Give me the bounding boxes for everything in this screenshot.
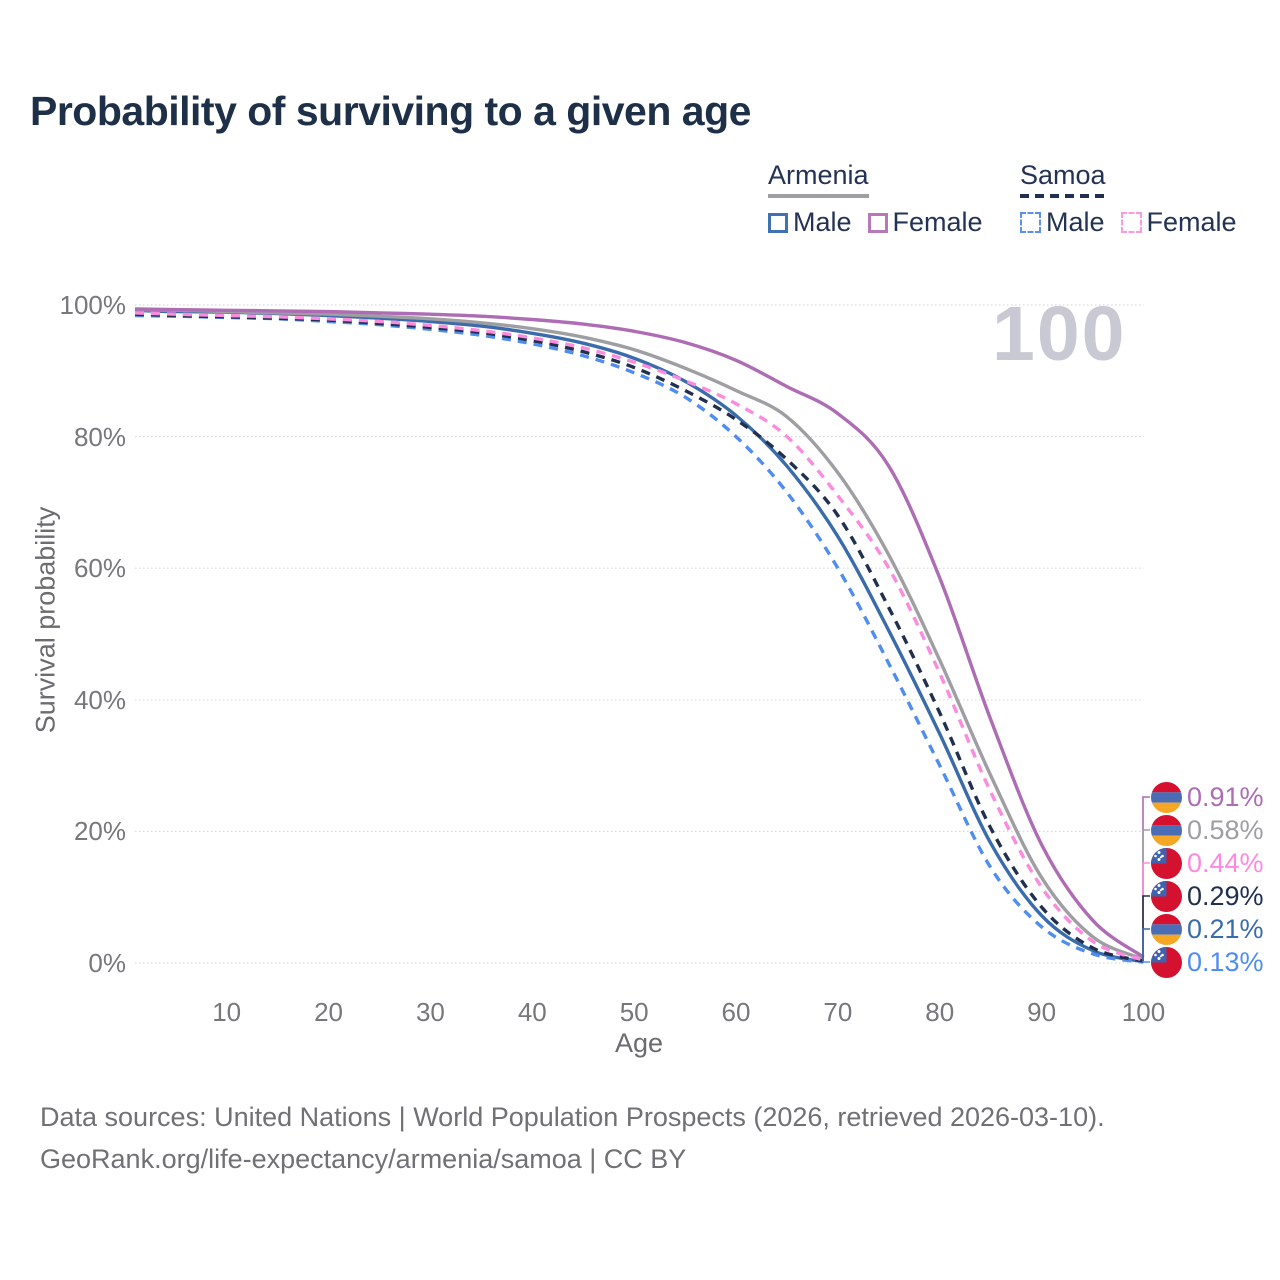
samoa-flag-icon: [1151, 946, 1182, 978]
legend-item-armenia-male[interactable]: Male: [768, 207, 852, 238]
legend-label-armenia-female: Female: [892, 207, 983, 237]
legend-label-samoa-female: Female: [1146, 207, 1237, 237]
armenia-flag-icon: [1151, 781, 1182, 813]
y-tick-label-100: 100%: [59, 290, 127, 320]
end-label-samoa-male: 0.13%: [1151, 946, 1264, 978]
legend-group-armenia: Armenia Male Female: [768, 160, 983, 238]
legend-solid-line-sample: [768, 194, 869, 198]
footer: Data sources: United Nations | World Pop…: [40, 1096, 1105, 1180]
end-label-value: 0.58%: [1187, 814, 1264, 845]
end-label-connector-armenia-both: [1142, 829, 1150, 960]
x-tick-label-20: 20: [314, 997, 343, 1027]
legend-header-armenia[interactable]: Armenia: [768, 160, 869, 198]
end-label-samoa-both: 0.29%: [1151, 880, 1264, 912]
curve-samoa-male[interactable]: [134, 313, 1144, 964]
curve-armenia-both[interactable]: [134, 307, 1145, 961]
legend-item-samoa-male[interactable]: Male: [1020, 207, 1105, 238]
x-tick-label-60: 60: [721, 997, 751, 1027]
end-label-value: 0.44%: [1187, 847, 1264, 878]
legend-swatch-samoa-male: [1020, 212, 1041, 233]
samoa-flag-icon: [1151, 847, 1182, 879]
legend-swatch-armenia-male: [768, 212, 788, 233]
armenia-flag-icon: [1151, 814, 1182, 846]
end-label-samoa-female: 0.44%: [1151, 847, 1264, 879]
footer-source-line: Data sources: United Nations | World Pop…: [40, 1102, 1105, 1132]
legend-label-armenia-male: Male: [793, 207, 852, 237]
legend-dashed-line-sample: [1020, 194, 1106, 198]
footer-link-line[interactable]: GeoRank.org/life-expectancy/armenia/samo…: [40, 1144, 687, 1174]
end-label-connector-samoa-female: [1142, 862, 1150, 961]
end-label-value: 0.91%: [1187, 781, 1264, 812]
legend-label-samoa-male: Male: [1046, 207, 1105, 237]
end-label-armenia-both: 0.58%: [1151, 814, 1264, 846]
y-tick-label-0: 0%: [88, 948, 126, 978]
x-tick-label-50: 50: [619, 997, 649, 1027]
legend-row-samoa: Male Female: [1020, 207, 1237, 238]
legend-item-armenia-female[interactable]: Female: [867, 207, 983, 238]
x-tick-label-100: 100: [1121, 997, 1166, 1027]
end-label-armenia-male: 0.21%: [1151, 913, 1264, 945]
y-tick-label-40: 40%: [73, 684, 126, 715]
x-tick-label-10: 10: [212, 997, 242, 1027]
x-axis-title: Age: [614, 1028, 664, 1058]
curve-samoa-both[interactable]: [134, 312, 1144, 963]
armenia-flag-icon: [1151, 913, 1182, 945]
legend-header-samoa[interactable]: Samoa: [1020, 160, 1106, 198]
legend-group-samoa: Samoa Male Female: [1020, 160, 1237, 238]
y-tick-label-80: 80%: [73, 421, 126, 452]
end-label-value: 0.21%: [1187, 913, 1264, 944]
end-label-connector-armenia-female: [1142, 796, 1150, 957]
end-label-value: 0.29%: [1187, 880, 1264, 911]
curve-armenia-male[interactable]: [134, 308, 1144, 964]
legend-swatch-samoa-female: [1120, 212, 1142, 233]
end-label-value: 0.13%: [1187, 946, 1264, 977]
legend-header-samoa-label: Samoa: [1020, 160, 1106, 190]
x-tick-label-80: 80: [925, 997, 955, 1027]
page-title: Probability of surviving to a given age: [30, 88, 751, 134]
end-label-connector-armenia-male: [1142, 928, 1150, 962]
x-tick-label-30: 30: [415, 997, 445, 1027]
legend-item-samoa-female[interactable]: Female: [1120, 207, 1237, 238]
curve-armenia-female[interactable]: [134, 307, 1145, 959]
y-tick-label-20: 20%: [73, 816, 126, 847]
x-tick-label-70: 70: [823, 997, 853, 1027]
samoa-flag-icon: [1151, 880, 1182, 912]
curve-samoa-female[interactable]: [134, 311, 1145, 962]
end-label-armenia-female: 0.91%: [1151, 781, 1264, 813]
legend-swatch-armenia-female: [867, 212, 888, 233]
age-watermark: 100: [992, 291, 1127, 377]
x-tick-label-90: 90: [1027, 997, 1057, 1027]
x-tick-label-40: 40: [517, 997, 547, 1027]
legend-row-armenia: Male Female: [768, 207, 983, 238]
legend-header-armenia-label: Armenia: [768, 160, 869, 190]
y-tick-label-60: 60%: [73, 553, 126, 584]
